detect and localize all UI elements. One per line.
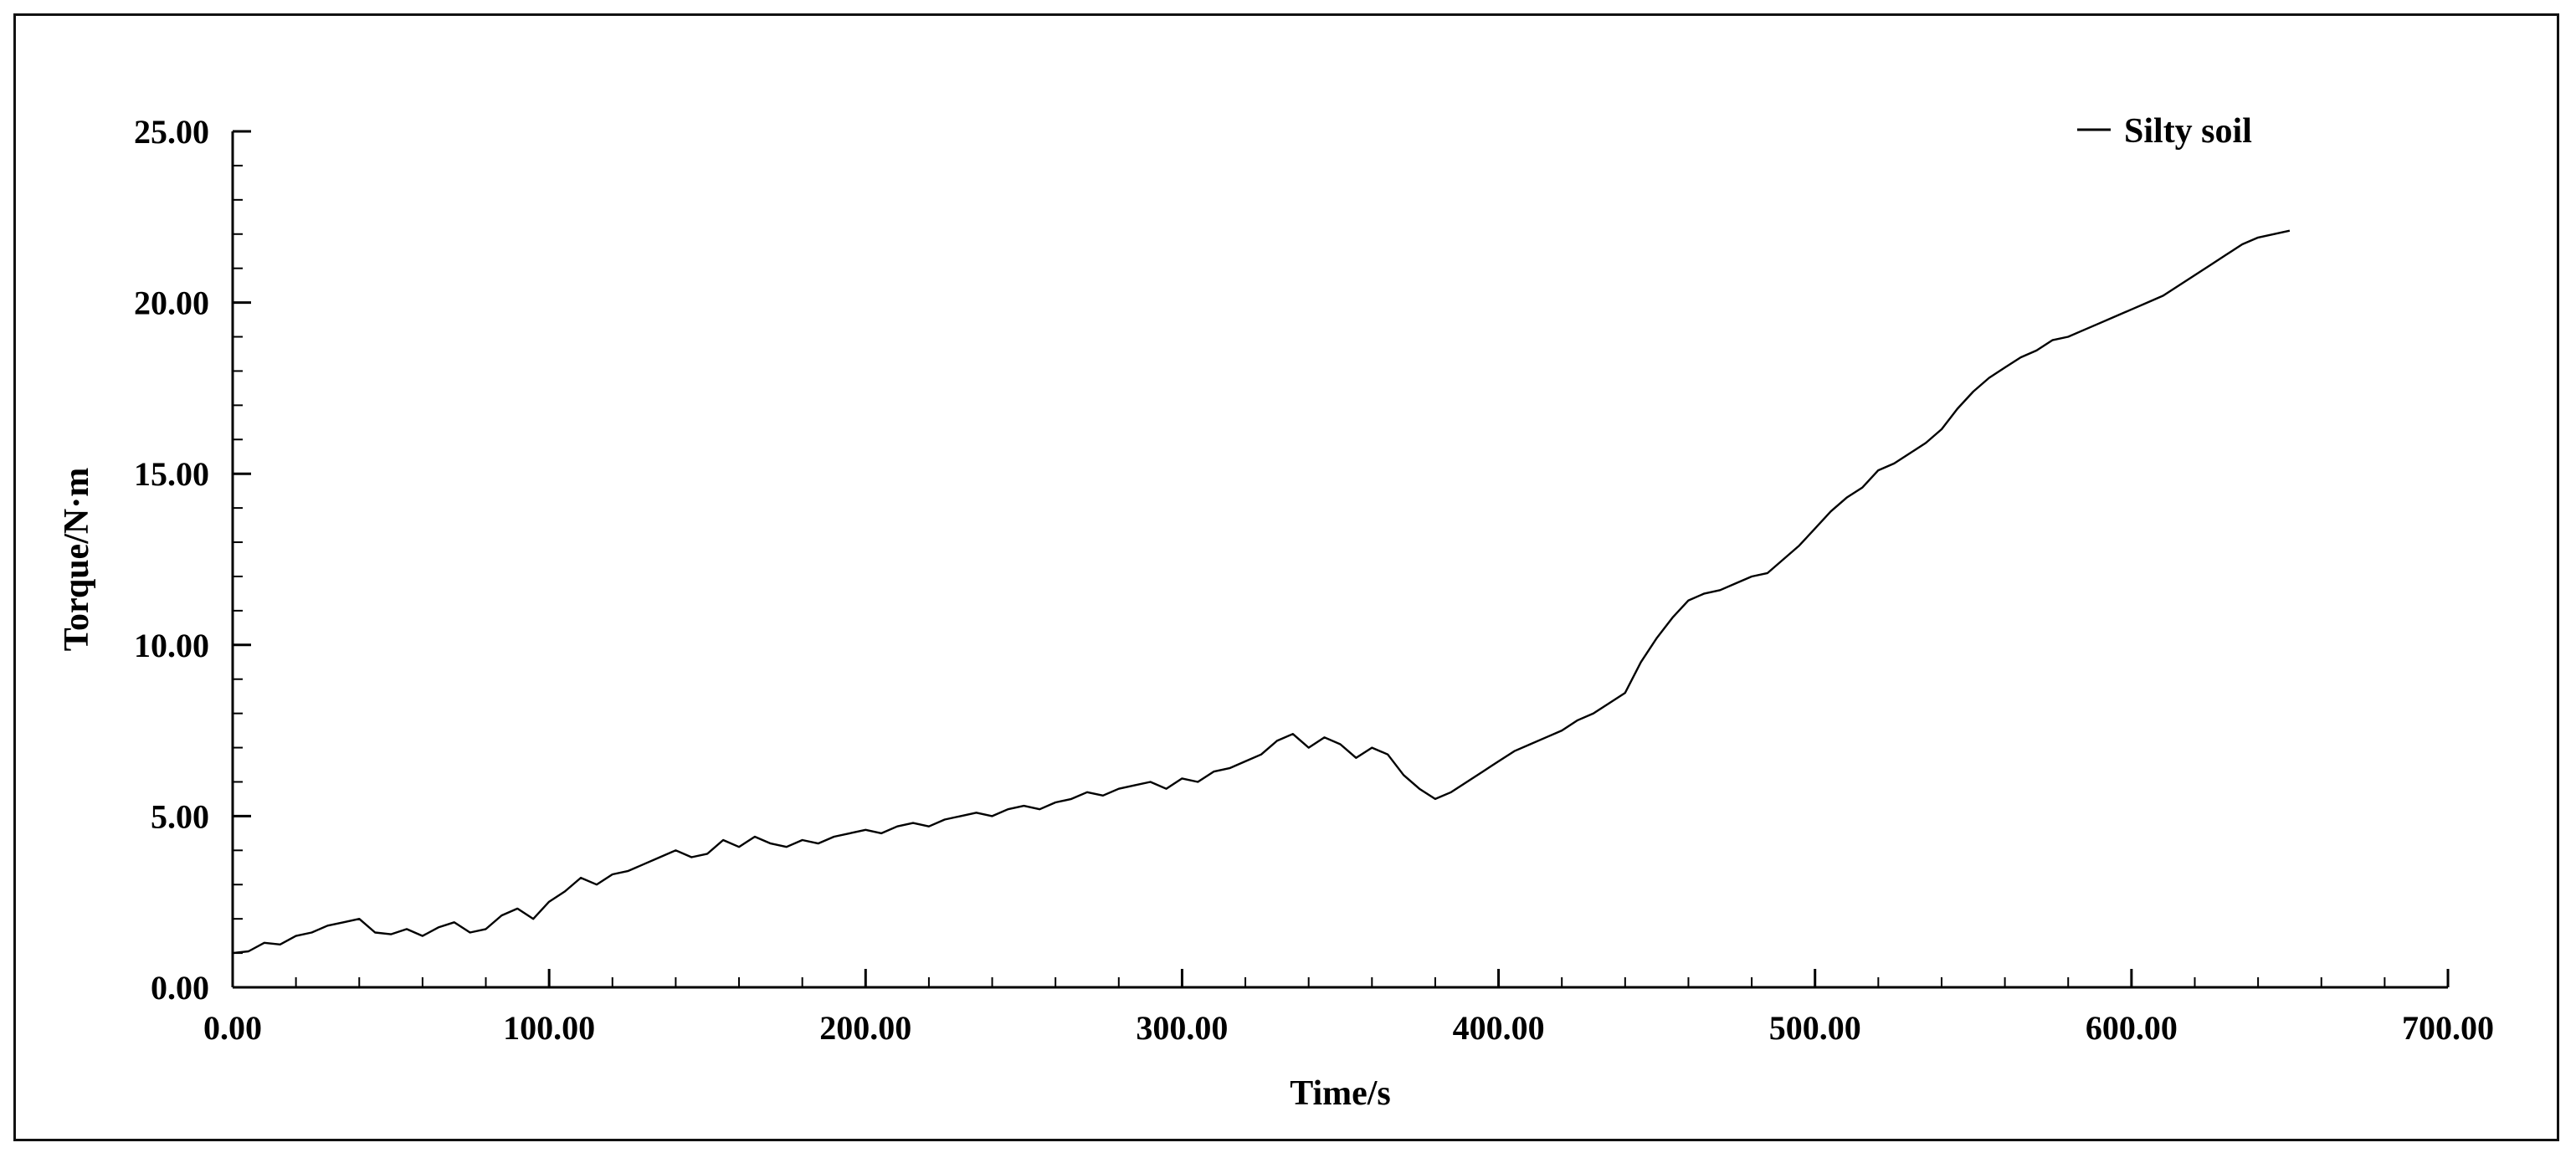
y-tick-label: 20.00 bbox=[134, 284, 209, 322]
x-tick-label: 0.00 bbox=[203, 1009, 262, 1047]
legend-label: Silty soil bbox=[2124, 112, 2252, 151]
chart-frame bbox=[13, 13, 2559, 1141]
y-ticks: 0.00 5.00 10.00 15.00 20.00 25.00 bbox=[134, 113, 251, 1007]
x-tick-label: 700.00 bbox=[2402, 1009, 2494, 1047]
x-tick-label: 300.00 bbox=[1136, 1009, 1228, 1047]
x-axis-title: Time/s bbox=[1290, 1074, 1391, 1113]
x-tick-label: 200.00 bbox=[819, 1009, 911, 1047]
axes bbox=[231, 131, 2448, 989]
y-tick-label: 25.00 bbox=[134, 113, 209, 151]
y-tick-label: 15.00 bbox=[134, 455, 209, 493]
series-line-0 bbox=[232, 229, 2291, 955]
y-tick-label: 0.00 bbox=[151, 969, 209, 1007]
x-tick-label: 400.00 bbox=[1453, 1009, 1545, 1047]
series-layer bbox=[232, 229, 2291, 955]
y-tick-label: 5.00 bbox=[151, 797, 209, 835]
y-axis-title: Torque/N·m bbox=[58, 468, 96, 651]
x-ticks: 0.00 100.00 200.00 300.00 400.00 500.00 600.00… bbox=[203, 969, 2494, 1047]
legend: Silty soil bbox=[2077, 112, 2252, 151]
y-tick-label: 10.00 bbox=[134, 627, 209, 664]
x-tick-label: 100.00 bbox=[503, 1009, 595, 1047]
x-tick-label: 600.00 bbox=[2086, 1009, 2178, 1047]
x-tick-label: 500.00 bbox=[1769, 1009, 1861, 1047]
